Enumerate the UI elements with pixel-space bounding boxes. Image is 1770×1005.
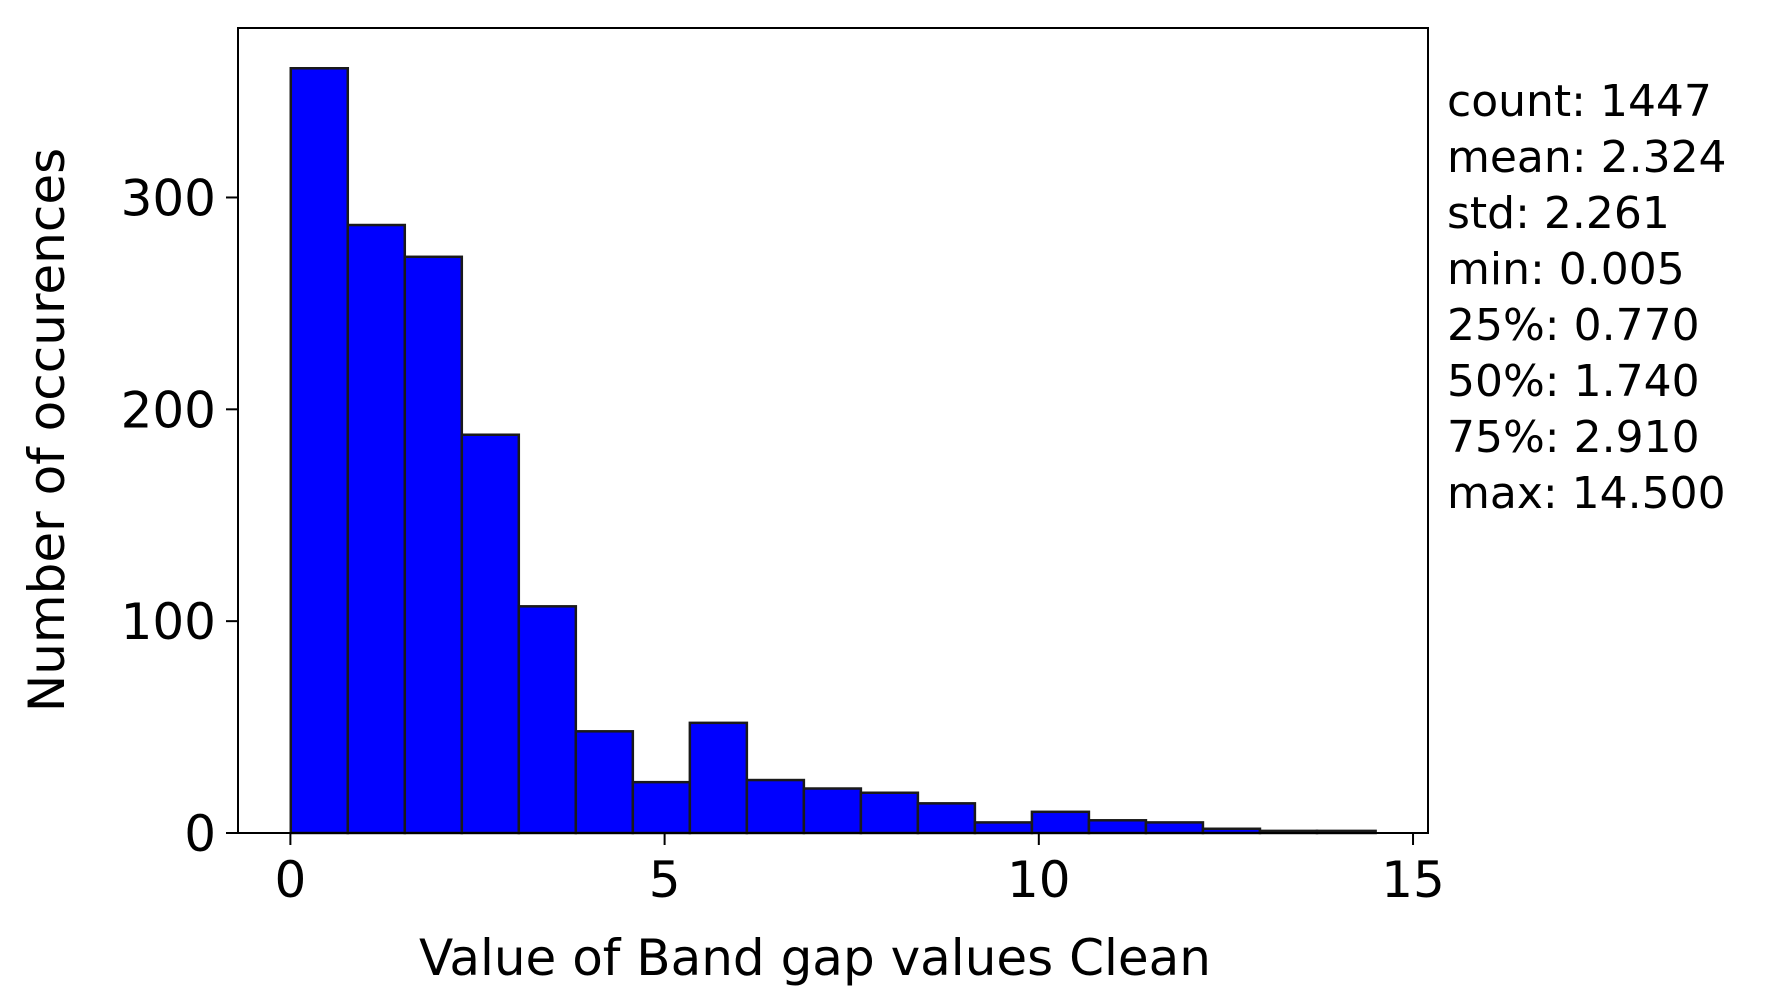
y-tick-label: 0: [184, 805, 216, 863]
histogram-bar: [517, 605, 578, 835]
stat-line: 25%: 0.770: [1447, 300, 1700, 351]
histogram-bar: [745, 778, 806, 835]
histogram-bar: [403, 255, 464, 835]
histogram-bar: [1030, 810, 1091, 835]
histogram-bar: [1087, 819, 1148, 835]
histogram-bar: [631, 780, 692, 835]
x-axis-title: Value of Band gap values Clean: [419, 929, 1211, 987]
x-tick-label: 5: [649, 851, 681, 909]
x-axis-ticks: 0 5 10 15: [274, 833, 1445, 909]
histogram-bar: [916, 802, 977, 835]
y-axis-title: Number of occurences: [18, 148, 76, 712]
y-tick-label: 200: [121, 381, 216, 439]
bars-group: [289, 67, 1377, 835]
plot-frame: [237, 27, 1429, 834]
histogram-bar: [460, 433, 521, 835]
stat-line: max: 14.500: [1447, 468, 1726, 519]
x-tick-label: 15: [1381, 851, 1445, 909]
histogram-bar: [289, 67, 350, 835]
x-tick-label: 10: [1007, 851, 1071, 909]
y-tick-label: 100: [121, 593, 216, 651]
histogram-bar: [1144, 821, 1205, 835]
stat-line: std: 2.261: [1447, 188, 1670, 239]
histogram-bar: [574, 730, 635, 835]
y-axis-ticks: 0 100 200 300: [121, 169, 238, 863]
histogram-bar: [802, 787, 863, 835]
x-tick-label: 0: [274, 851, 306, 909]
stat-line: 75%: 2.910: [1447, 412, 1700, 463]
stat-line: 50%: 1.740: [1447, 356, 1700, 407]
stat-line: mean: 2.324: [1447, 132, 1727, 183]
histogram-bar: [973, 821, 1034, 835]
y-tick-label: 300: [121, 169, 216, 227]
stat-line: min: 0.005: [1447, 244, 1685, 295]
histogram-bar: [346, 223, 407, 835]
histogram-bar: [688, 721, 749, 835]
stat-line: count: 1447: [1447, 76, 1712, 127]
histogram-bar: [859, 791, 920, 835]
